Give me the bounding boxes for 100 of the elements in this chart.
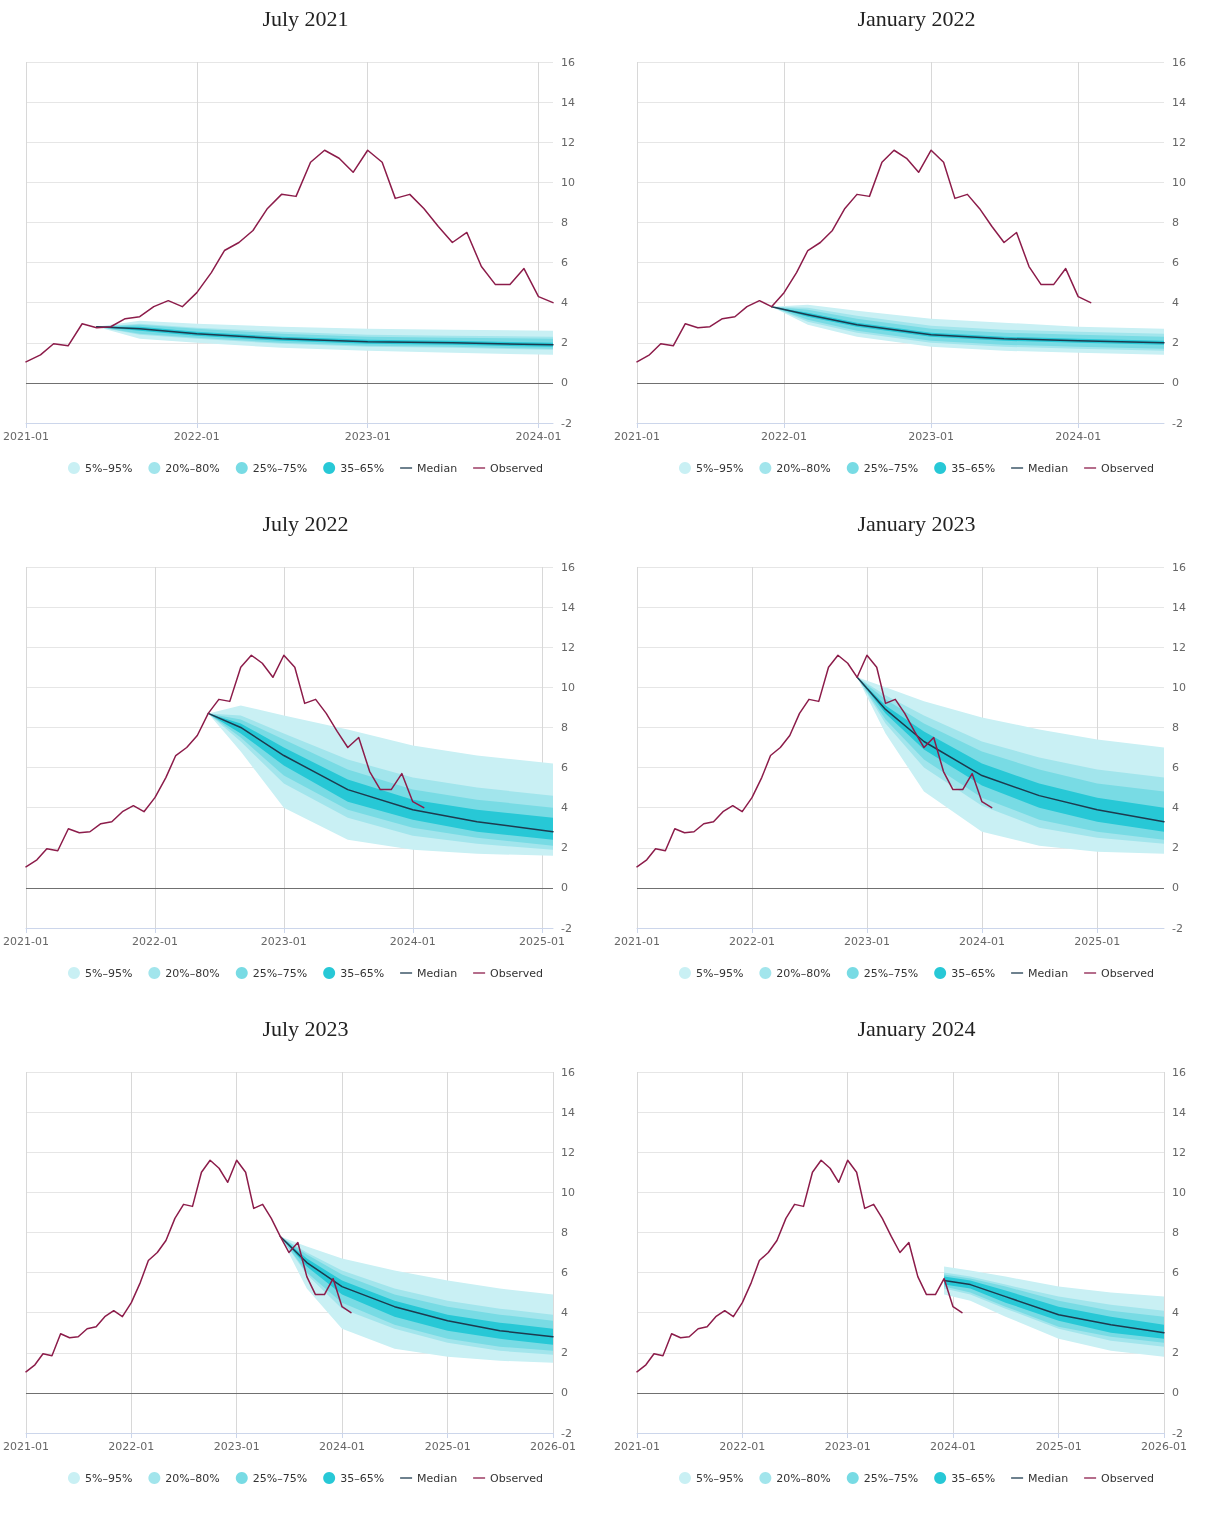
y-tick-label: 12 [1172, 135, 1186, 149]
y-tick-label: -2 [1172, 921, 1183, 935]
y-tick-label: 10 [561, 680, 575, 694]
legend-label: Median [1028, 461, 1069, 475]
legend-label: 20%–80% [776, 1471, 831, 1485]
line-series [25, 1159, 352, 1373]
x-tick-label: 2023-01 [843, 935, 890, 948]
legend-label: Median [417, 966, 458, 980]
x-tick-label: 2026-01 [1141, 1440, 1187, 1453]
chart-title: July 2021 [262, 5, 349, 31]
y-tick-label: 14 [561, 1105, 575, 1119]
legend-label: Observed [490, 1471, 544, 1485]
legend-label: 35–65% [340, 461, 385, 475]
y-tick-label: 16 [1172, 55, 1186, 69]
legend-label: 25%–75% [252, 966, 308, 980]
y-tick-label: 14 [561, 95, 575, 109]
legend-label: 25%–75% [863, 966, 919, 980]
chart-title: July 2022 [262, 510, 349, 536]
y-tick-label: -2 [561, 416, 572, 430]
y-tick-label: 4 [1172, 296, 1179, 310]
legend-label: 20%–80% [165, 1471, 220, 1485]
x-tick-label: 2021-01 [3, 935, 49, 948]
y-tick-label: 12 [561, 1145, 575, 1159]
legend-label: 5%–95% [695, 461, 744, 475]
x-tick-label: 2024-01 [319, 1440, 365, 1453]
legend-label: 25%–75% [252, 461, 308, 475]
line-series [636, 149, 1092, 363]
legend-label: 35–65% [340, 966, 385, 980]
y-tick-label: 10 [561, 175, 575, 189]
legend-label: 35–65% [951, 1471, 996, 1485]
y-tick-label: 14 [1172, 600, 1186, 614]
x-tick-label: 2025-01 [519, 935, 566, 948]
x-tick-label: 2024-01 [515, 430, 562, 443]
x-tick-label: 2022-01 [131, 935, 178, 948]
y-tick-label: 0 [1172, 1386, 1179, 1400]
y-tick-label: 8 [561, 720, 568, 734]
y-tick-label: 0 [1172, 376, 1179, 390]
y-tick-label: 6 [1172, 256, 1179, 270]
legend-label: Observed [490, 966, 544, 980]
y-tick-label: 8 [1172, 215, 1179, 229]
legend-label: Observed [490, 461, 544, 475]
y-tick-label: 16 [561, 560, 575, 574]
x-tick-label: 2022-01 [761, 430, 808, 443]
y-tick-label: 12 [1172, 640, 1186, 654]
x-tick-label: 2023-01 [344, 430, 391, 443]
y-tick-label: -2 [1172, 416, 1183, 430]
y-tick-label: 12 [561, 135, 575, 149]
x-tick-label: 2022-01 [173, 430, 220, 443]
line-series [636, 654, 993, 868]
y-tick-label: 8 [1172, 720, 1179, 734]
y-tick-label: 2 [561, 1346, 568, 1360]
x-tick-label: 2024-01 [1055, 430, 1102, 443]
y-tick-label: 0 [1172, 881, 1179, 895]
legend-label: 25%–75% [252, 1471, 308, 1485]
y-tick-label: 2 [1172, 336, 1179, 350]
legend-label: Median [417, 461, 458, 475]
line-series [25, 149, 554, 363]
x-tick-label: 2021-01 [614, 430, 660, 443]
legend-label: 35–65% [951, 966, 996, 980]
chart-title: January 2023 [857, 510, 976, 536]
y-tick-label: 2 [561, 336, 568, 350]
x-tick-label: 2023-01 [824, 1440, 871, 1453]
y-tick-label: 16 [1172, 1065, 1186, 1079]
y-tick-label: 6 [1172, 1266, 1179, 1280]
y-tick-label: 4 [561, 801, 568, 815]
legend-label: Observed [1101, 966, 1155, 980]
legend-label: 20%–80% [165, 461, 220, 475]
legend-label: 5%–95% [695, 966, 744, 980]
x-tick-label: 2023-01 [908, 430, 955, 443]
x-tick-label: 2023-01 [213, 1440, 260, 1453]
x-tick-label: 2026-01 [530, 1440, 576, 1453]
y-tick-label: 14 [1172, 95, 1186, 109]
chart-title: January 2024 [857, 1015, 976, 1041]
legend-label: Observed [1101, 461, 1155, 475]
y-tick-label: -2 [1172, 1426, 1183, 1440]
legend-label: 5%–95% [84, 461, 133, 475]
x-tick-label: 2021-01 [3, 1440, 49, 1453]
legend-label: Median [1028, 1471, 1069, 1485]
x-tick-label: 2022-01 [719, 1440, 766, 1453]
x-tick-label: 2025-01 [424, 1440, 471, 1453]
y-tick-label: 2 [561, 841, 568, 855]
x-tick-label: 2022-01 [728, 935, 775, 948]
y-tick-label: 2 [1172, 841, 1179, 855]
legend-label: 35–65% [340, 1471, 385, 1485]
y-tick-label: 4 [1172, 801, 1179, 815]
y-tick-label: 4 [1172, 1306, 1179, 1320]
line-series [636, 1159, 963, 1373]
x-tick-label: 2021-01 [3, 430, 49, 443]
y-tick-label: 12 [1172, 1145, 1186, 1159]
legend-label: 35–65% [951, 461, 996, 475]
x-tick-label: 2025-01 [1035, 1440, 1082, 1453]
legend-label: Observed [1101, 1471, 1155, 1485]
legend-label: 25%–75% [863, 1471, 919, 1485]
legend-label: 20%–80% [165, 966, 220, 980]
y-tick-label: 14 [1172, 1105, 1186, 1119]
y-tick-label: 0 [561, 881, 568, 895]
legend-label: Median [417, 1471, 458, 1485]
y-tick-label: 10 [561, 1185, 575, 1199]
x-tick-label: 2023-01 [260, 935, 307, 948]
y-tick-label: 4 [561, 1306, 568, 1320]
